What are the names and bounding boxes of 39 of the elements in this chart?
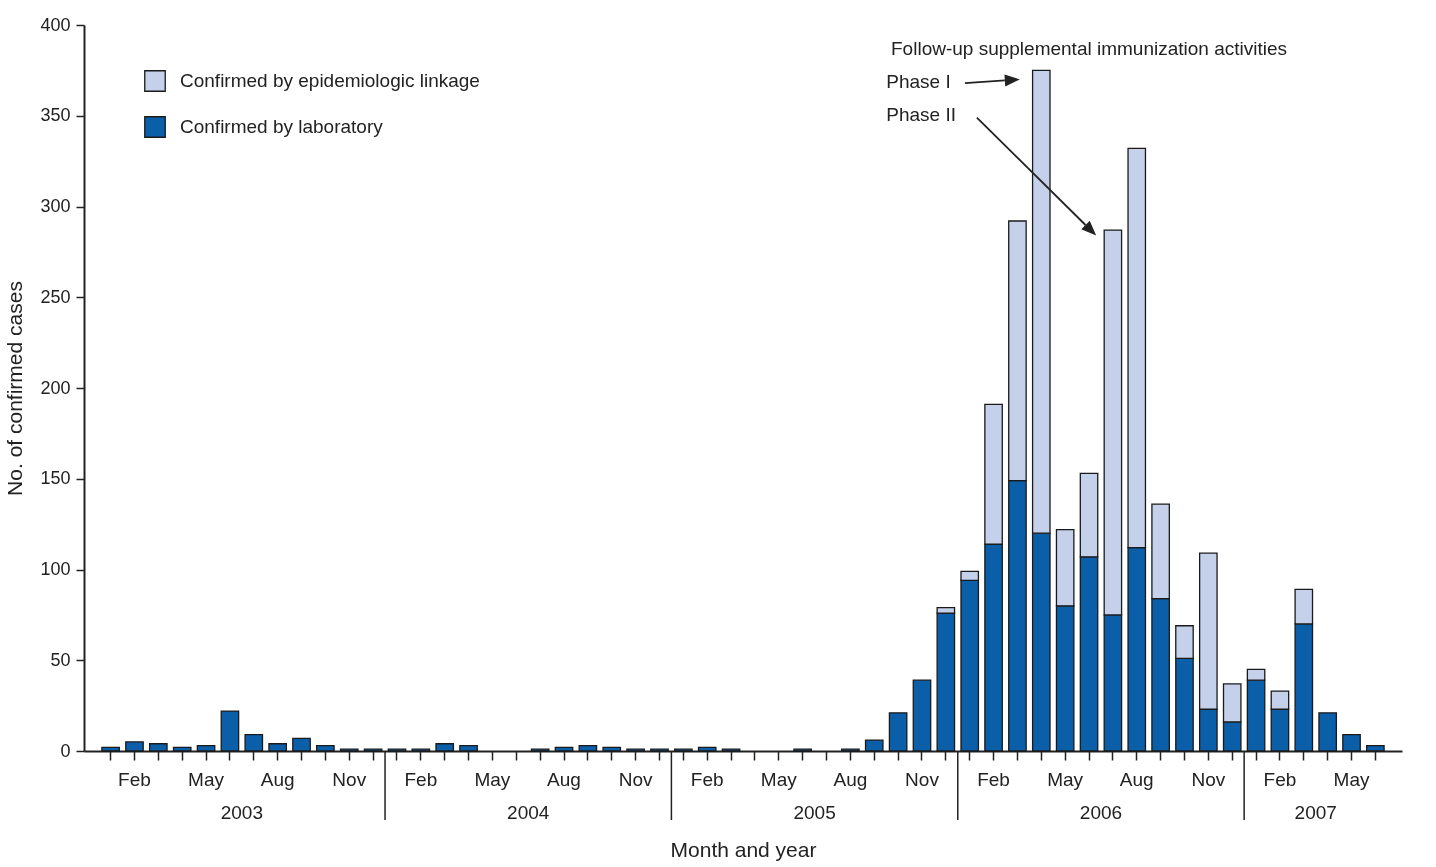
x-tick-label: Aug	[833, 768, 868, 790]
x-tick-label: May	[1333, 768, 1370, 790]
x-tick-label: May	[760, 768, 798, 790]
x-tick-label: Nov	[905, 768, 940, 790]
legend-label: Confirmed by laboratory	[180, 116, 384, 137]
x-tick-label: Feb	[977, 768, 1010, 790]
y-tick-label: 100	[40, 559, 71, 579]
text: 2007	[1294, 802, 1337, 823]
x-tick-label: Feb	[404, 768, 438, 790]
y-tick-label: 300	[40, 196, 71, 216]
y-tick-label: 250	[40, 286, 71, 307]
annotation: Phase I	[886, 71, 951, 93]
legend-label: Confirmed by epidemiologic linkage	[180, 70, 480, 91]
x-tick-label: Aug	[260, 768, 295, 790]
x-tick-label: Nov	[332, 768, 367, 790]
x-tick-label: Feb	[118, 768, 151, 790]
x-tick-label: Nov	[618, 768, 653, 790]
y-tick-label: 400	[40, 14, 71, 35]
x-axis-title: Month and year	[670, 837, 817, 861]
y-tick-label: 50	[50, 649, 71, 670]
x-tick-label: Nov	[1191, 768, 1226, 790]
x-tick-label: May	[188, 768, 225, 790]
x-tick-label: Aug	[1119, 768, 1154, 790]
text: 2006	[1079, 802, 1123, 823]
annotation: Phase II	[886, 103, 956, 125]
x-tick-label: Aug	[547, 768, 581, 790]
annotation: Follow-up supplemental immunization activities	[891, 38, 1288, 59]
text: 2005	[793, 802, 836, 823]
y-tick-label: 0	[60, 740, 71, 761]
x-tick-label: Feb	[690, 768, 724, 790]
x-tick-label: May	[1047, 768, 1084, 790]
y-tick-label: 350	[40, 105, 71, 126]
x-tick-label: May	[474, 768, 511, 790]
text: 2003	[220, 802, 263, 823]
y-tick-label: 150	[40, 468, 71, 489]
x-tick-label: Feb	[1263, 768, 1297, 790]
text: 2004	[507, 802, 550, 823]
y-axis-title: No. of confirmed cases	[3, 281, 27, 496]
y-tick-label: 200	[40, 377, 71, 398]
